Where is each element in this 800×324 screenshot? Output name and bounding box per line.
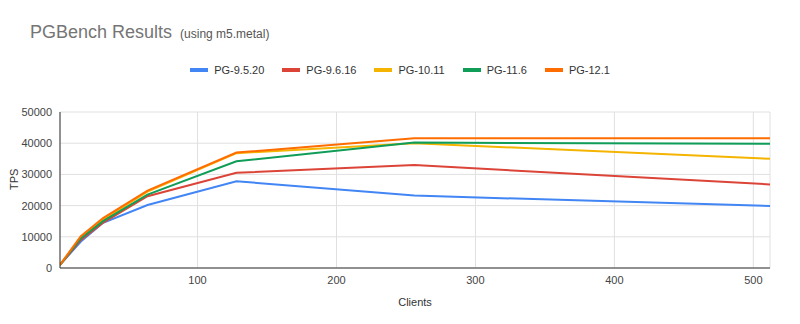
html-text:PGBench Results: PGBench Results — [30, 22, 173, 42]
svg-text:20000: 20000 — [21, 200, 52, 212]
svg-text:0: 0 — [46, 262, 52, 274]
html-text:(using m5.metal): (using m5.metal) — [180, 27, 270, 41]
svg-text:100: 100 — [188, 274, 206, 286]
svg-text:TPS: TPS — [8, 169, 20, 190]
svg-text:10000: 10000 — [21, 231, 52, 243]
svg-text:30000: 30000 — [21, 168, 52, 180]
svg-text:Clients: Clients — [398, 296, 432, 308]
html-text:PG-12.1: PG-12.1 — [568, 64, 610, 76]
html-text:PG-10.11: PG-10.11 — [398, 64, 445, 76]
svg-text:300: 300 — [466, 274, 484, 286]
html-text:PG-11.6: PG-11.6 — [486, 64, 527, 76]
svg-text:200: 200 — [327, 274, 345, 286]
html-text:PG-9.5.20: PG-9.5.20 — [214, 64, 265, 76]
html-text:PG-9.6.16: PG-9.6.16 — [306, 64, 357, 76]
svg-text:500: 500 — [744, 274, 762, 286]
svg-text:50000: 50000 — [21, 106, 52, 118]
svg-text:40000: 40000 — [21, 137, 52, 149]
svg-text:400: 400 — [605, 274, 623, 286]
